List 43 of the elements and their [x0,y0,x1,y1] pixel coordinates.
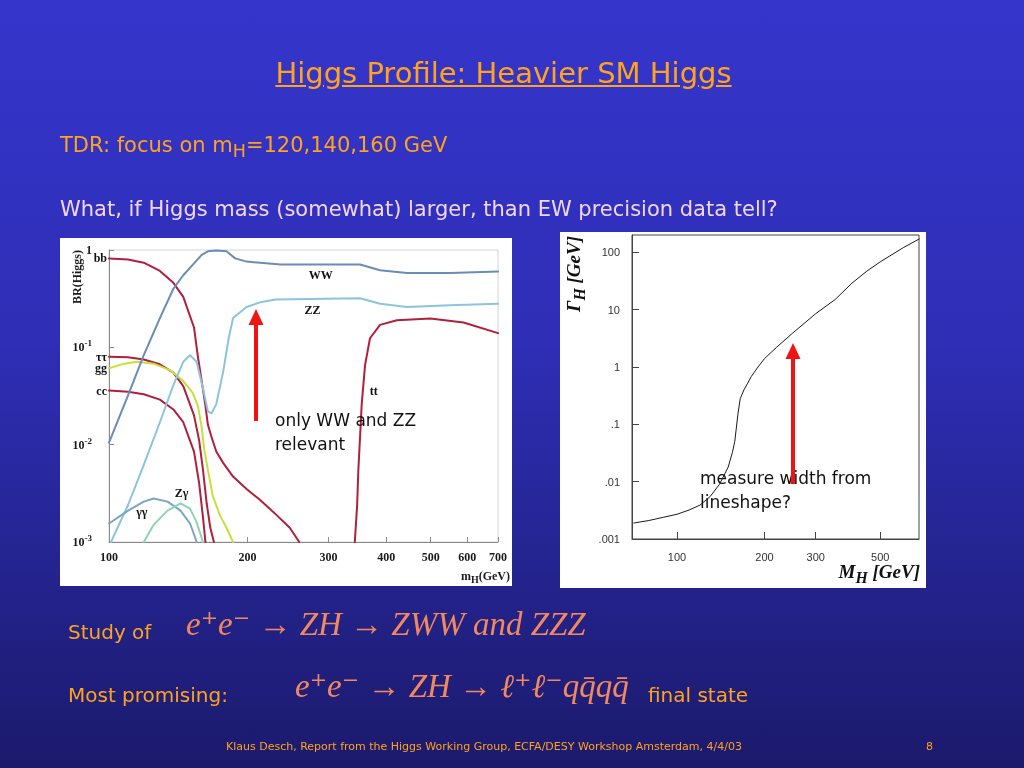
x-tick-label: 500 [871,550,890,563]
x-tick-label: 300 [319,550,338,564]
text: Klaus Desch, Report from the Higgs Working Group, ECFA/DESY Workshop Amsterdam, 4/4/03 [226,740,742,753]
y-tick-label: .1 [610,418,620,431]
series-label: Zγ [174,486,189,501]
chart-title: Higgs Profile: Heavier SM Higgs [274,56,733,90]
x-axis-title: M$_{H}$ [GeV] [838,561,920,587]
x-tick-label: 500 [421,550,440,564]
y-tick-label: 10$^{-2}$ [72,435,92,452]
y-tick-label: 10$^{-3}$ [72,533,92,549]
y-tick-label: 10$^{-1}$ [72,338,92,355]
series-label: ZZ [304,302,321,317]
y-tick-label: 10 [607,303,620,316]
x-axis-title: m$_{H}$(GeV) [460,569,510,586]
series-label: gg [95,361,107,376]
text: 8 [926,740,933,753]
y-axis-title: BR(Higgs) [70,250,85,304]
x-tick-label: 600 [458,550,477,564]
text: What, if Higgs mass (somewhat) larger, than EW precision data tell? [60,197,778,221]
y-tick-label: .001 [598,533,620,545]
text: e⁺e⁻ → ZH → ℓ⁺ℓ⁻qq̄qq̄ [295,667,629,705]
x-tick-label: 200 [755,550,774,563]
x-tick-label: 100 [100,550,118,564]
series-label: γγ [135,504,148,519]
x-tick-label: 700 [489,550,507,564]
y-tick-label: .01 [604,475,620,488]
text: Study of [68,620,152,644]
text: final state [648,683,749,707]
series-label: ττ [95,349,108,364]
y-tick-label: 100 [601,246,620,259]
y-tick-label: 1 [86,243,92,257]
x-tick-label: 400 [377,550,396,564]
x-tick-label: 200 [238,550,257,564]
text: Most promising: [68,683,228,707]
chart-subtitle: TDR: focus on m$_{H}$=120,140,160 GeV [60,133,448,162]
series-label: tt [369,384,378,399]
y-tick-label: 1 [613,360,620,373]
x-tick-label: 100 [667,550,687,563]
series-label: cc [96,383,108,398]
series-label: bb [93,251,108,266]
text: e⁺e⁻ → ZH → ZWW and ZZZ [186,605,586,643]
series-label: WW [308,268,333,283]
x-tick-label: 300 [806,550,825,563]
